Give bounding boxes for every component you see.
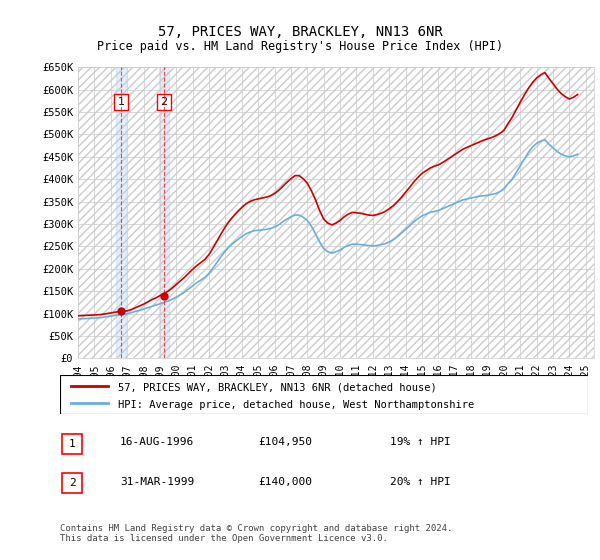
Text: 16-AUG-1996: 16-AUG-1996 (120, 437, 194, 447)
FancyBboxPatch shape (62, 473, 82, 493)
Text: 1: 1 (68, 439, 76, 449)
Text: 31-MAR-1999: 31-MAR-1999 (120, 477, 194, 487)
Bar (159, 67, 169, 358)
Text: 57, PRICES WAY, BRACKLEY, NN13 6NR: 57, PRICES WAY, BRACKLEY, NN13 6NR (158, 25, 442, 39)
Text: £140,000: £140,000 (258, 477, 312, 487)
Text: 57, PRICES WAY, BRACKLEY, NN13 6NR (detached house): 57, PRICES WAY, BRACKLEY, NN13 6NR (deta… (118, 382, 437, 393)
Text: HPI: Average price, detached house, West Northamptonshire: HPI: Average price, detached house, West… (118, 400, 475, 410)
Text: 19% ↑ HPI: 19% ↑ HPI (390, 437, 451, 447)
Text: Contains HM Land Registry data © Crown copyright and database right 2024.
This d: Contains HM Land Registry data © Crown c… (60, 524, 452, 543)
FancyBboxPatch shape (60, 375, 588, 414)
Text: 2: 2 (68, 478, 76, 488)
Text: 1: 1 (118, 97, 124, 107)
Bar (116, 67, 126, 358)
Text: 2: 2 (160, 97, 167, 107)
Text: £104,950: £104,950 (258, 437, 312, 447)
Text: Price paid vs. HM Land Registry's House Price Index (HPI): Price paid vs. HM Land Registry's House … (97, 40, 503, 53)
Text: 20% ↑ HPI: 20% ↑ HPI (390, 477, 451, 487)
FancyBboxPatch shape (62, 433, 82, 454)
